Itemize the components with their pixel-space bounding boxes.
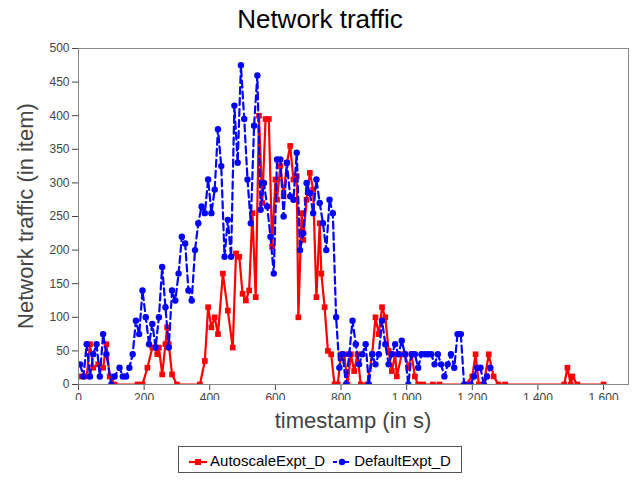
html-text:DefaultExpt_D: DefaultExpt_D xyxy=(354,451,451,469)
svg-text:1 600: 1 600 xyxy=(589,391,619,400)
html-text:Network traffic: Network traffic xyxy=(237,4,403,34)
svg-text:1 000: 1 000 xyxy=(392,391,422,400)
html-text:AutoscaleExpt_D: AutoscaleExpt_D xyxy=(210,451,326,469)
svg-text:250: 250 xyxy=(49,209,69,223)
html-text:Network traffic (in item): Network traffic (in item) xyxy=(13,103,38,329)
svg-text:0: 0 xyxy=(75,391,82,400)
svg-text:450: 450 xyxy=(49,75,69,89)
svg-text:300: 300 xyxy=(49,176,69,190)
svg-text:200: 200 xyxy=(134,391,154,400)
svg-text:200: 200 xyxy=(49,243,69,257)
svg-text:350: 350 xyxy=(49,142,69,156)
svg-text:1 200: 1 200 xyxy=(457,391,487,400)
svg-text:400: 400 xyxy=(49,109,69,123)
svg-text:800: 800 xyxy=(331,391,351,400)
svg-text:150: 150 xyxy=(49,277,69,291)
svg-text:100: 100 xyxy=(49,310,69,324)
svg-text:50: 50 xyxy=(56,344,70,358)
svg-text:400: 400 xyxy=(200,391,220,400)
svg-text:500: 500 xyxy=(49,41,69,55)
svg-text:0: 0 xyxy=(63,377,70,391)
svg-text:600: 600 xyxy=(265,391,285,400)
svg-text:1 400: 1 400 xyxy=(523,391,553,400)
html-text:timestamp (in s): timestamp (in s) xyxy=(274,408,432,433)
